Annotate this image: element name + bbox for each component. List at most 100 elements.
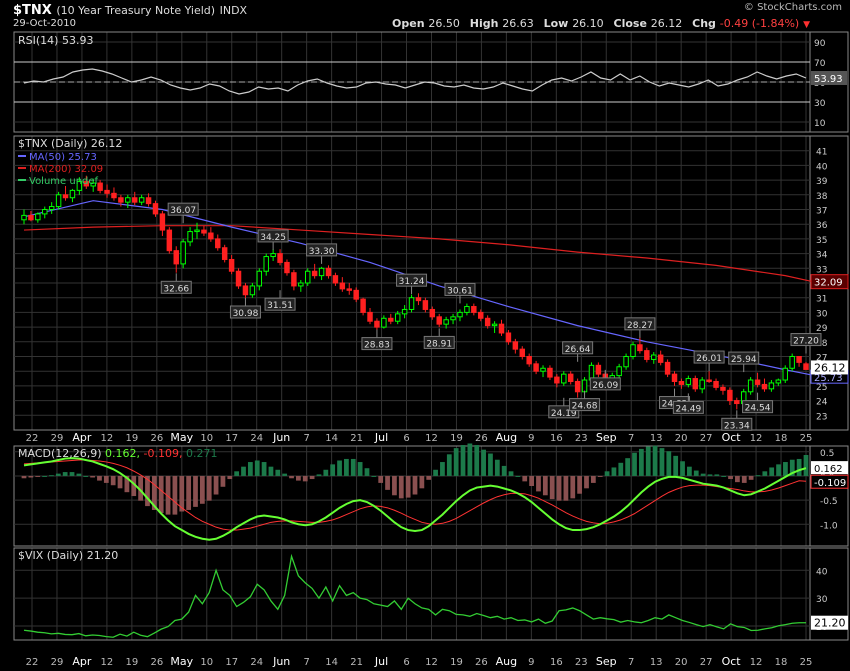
x-axis-label-top: May bbox=[170, 431, 193, 444]
macd-histogram-bar bbox=[652, 445, 658, 476]
macd-histogram-bar bbox=[49, 475, 54, 477]
annotation-box bbox=[229, 305, 261, 319]
macd-histogram-bar bbox=[275, 469, 281, 476]
macd-histogram-bar bbox=[659, 448, 665, 476]
candle-body bbox=[581, 379, 588, 393]
candle-body bbox=[727, 389, 733, 402]
x-axis-label-top: 27 bbox=[700, 433, 713, 444]
macd-histogram-bar bbox=[611, 467, 617, 476]
macd-histogram-bar bbox=[172, 475, 178, 515]
macd-panel-frame bbox=[13, 445, 849, 547]
x-axis-label-bottom: 23 bbox=[575, 657, 588, 668]
macd-histogram-bar bbox=[515, 475, 521, 477]
macd-histogram-bar bbox=[536, 475, 541, 492]
candle-body bbox=[62, 194, 69, 199]
macd-signal-line bbox=[23, 459, 807, 531]
annotation-label: 28.91 bbox=[426, 339, 452, 349]
candle-body bbox=[671, 373, 678, 382]
macd-histogram-bar bbox=[673, 455, 679, 476]
candle-body bbox=[547, 367, 553, 378]
candle-body bbox=[48, 206, 55, 210]
annotation-box bbox=[306, 243, 338, 257]
macd-histogram-bar bbox=[179, 475, 185, 512]
macd-histogram-bar bbox=[385, 475, 390, 490]
price-legend-item: MA(50) 25.73 bbox=[29, 152, 97, 163]
annotation-box bbox=[589, 377, 621, 391]
x-axis-label-top: 12 bbox=[750, 433, 763, 444]
x-axis-label-bottom: 12 bbox=[750, 657, 763, 668]
macd-histogram-bar bbox=[783, 462, 788, 476]
macd-histogram-bar bbox=[227, 475, 233, 480]
x-axis-label-bottom: Jul bbox=[374, 655, 388, 668]
x-axis-label-bottom: 21 bbox=[350, 657, 363, 668]
candle-body bbox=[381, 317, 387, 328]
x-axis-label-bottom: Sep bbox=[596, 655, 617, 668]
candle-body bbox=[305, 270, 311, 284]
macd-histogram-bar bbox=[289, 475, 294, 479]
x-axis-label-top: 29 bbox=[51, 433, 64, 444]
macd-histogram-bar bbox=[460, 445, 466, 476]
candle-body bbox=[131, 197, 138, 203]
candle-body bbox=[83, 181, 90, 187]
macd-histogram-bar bbox=[666, 451, 672, 476]
macd-histogram-bar bbox=[577, 475, 583, 494]
macd-histogram-bar bbox=[446, 454, 452, 476]
macd-histogram-bar bbox=[721, 475, 727, 477]
candle-body bbox=[768, 382, 775, 390]
macd-histogram-bar bbox=[542, 475, 548, 496]
macd-histogram-bar bbox=[131, 475, 137, 497]
macd-histogram-bar bbox=[570, 475, 576, 499]
brand-label: © StockCharts.com bbox=[743, 2, 842, 13]
annotation-label: 34.25 bbox=[260, 233, 286, 243]
candle-body bbox=[187, 231, 193, 243]
x-axis-label-bottom: Oct bbox=[722, 655, 742, 668]
macd-histogram-bar bbox=[700, 473, 706, 476]
price-tick-label: 41 bbox=[816, 148, 827, 158]
candle-body bbox=[775, 379, 782, 384]
candle-body bbox=[118, 197, 124, 203]
high-label: High bbox=[469, 17, 499, 30]
annotation-box bbox=[361, 337, 393, 351]
x-axis-label-top: 9 bbox=[528, 433, 534, 444]
macd-title-label: MACD(12,26,9) bbox=[18, 447, 105, 460]
macd-histogram-bar bbox=[549, 475, 555, 500]
macd-histogram-bar bbox=[364, 468, 370, 476]
macd-histogram-bar bbox=[488, 453, 493, 476]
macd-histogram-bar bbox=[302, 475, 308, 482]
x-axis-label-top: 26 bbox=[475, 433, 488, 444]
annotation-box bbox=[790, 333, 822, 347]
macd-signal-last-value: -0.109 bbox=[814, 478, 846, 489]
annotation-label: 26.01 bbox=[696, 354, 722, 364]
annotation-label: 33.30 bbox=[309, 247, 335, 257]
candle-body bbox=[782, 367, 788, 381]
macd-histogram-bar bbox=[796, 458, 802, 476]
macd-title: MACD(12,26,9) 0.162, -0.109, 0.271 bbox=[18, 447, 217, 460]
x-axis-label-bottom: 17 bbox=[225, 657, 238, 668]
candle-body bbox=[651, 354, 657, 360]
candle-body bbox=[554, 376, 560, 384]
macd-histogram-bar bbox=[199, 475, 205, 504]
macd-histogram-bar bbox=[728, 475, 733, 480]
candle-body bbox=[450, 316, 456, 321]
price-tick-label: 39 bbox=[816, 177, 828, 187]
macd-histogram-bar bbox=[419, 475, 425, 489]
candle-body bbox=[28, 214, 34, 221]
macd-histogram-bar bbox=[638, 448, 644, 476]
ma50-line bbox=[23, 200, 814, 376]
candle-body bbox=[471, 306, 477, 313]
x-axis-label-top: 10 bbox=[200, 433, 213, 444]
x-axis-label-bottom: 22 bbox=[26, 657, 39, 668]
candle-body bbox=[111, 192, 117, 199]
macd-histogram-bar bbox=[433, 469, 438, 476]
candle-body bbox=[720, 386, 726, 391]
x-axis-label-bottom: 29 bbox=[51, 657, 64, 668]
rsi-tick-label: 70 bbox=[814, 59, 826, 69]
macd-signal-badge bbox=[810, 474, 849, 489]
candle-body bbox=[519, 348, 525, 357]
x-axis-label-top: 26 bbox=[150, 433, 163, 444]
macd-histogram-bar bbox=[618, 462, 624, 476]
price-tick-label: 34 bbox=[816, 251, 828, 261]
macd-histogram-bar bbox=[234, 471, 240, 476]
rsi-tick-label: 10 bbox=[814, 119, 826, 129]
x-axis-label-top: 6 bbox=[403, 433, 409, 444]
